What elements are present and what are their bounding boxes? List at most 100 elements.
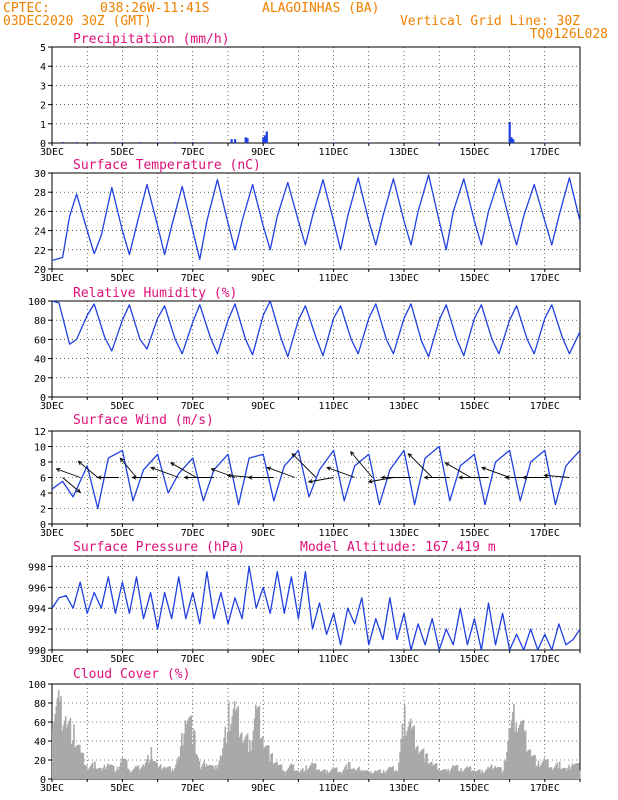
cloud-bar [273,763,276,779]
wind-arrow [481,466,510,478]
cloud-bar [564,767,567,779]
cloud-bar [265,745,268,779]
cloud-bar [209,764,211,779]
wind-arrow [307,477,334,484]
precip-bar [543,142,546,143]
cloud-bar [198,761,201,779]
cloud-bar [170,771,173,779]
cloud-bar [462,770,465,779]
cloud-bar [54,713,56,779]
x-tick-label: 13DEC [389,783,419,794]
cloud-bar [166,766,169,779]
cloud-bar [440,770,442,779]
cloud-bar [110,764,113,779]
cloud-bar [327,773,330,779]
cloud-bar [142,764,144,779]
cloud-bar [150,747,153,779]
cloud-bar [287,767,290,779]
cloud-bar [366,770,369,779]
cloud-bar [249,739,251,779]
cloud-bar [208,765,210,779]
cloud-bar [555,764,557,779]
cloud-bar [453,766,455,779]
cloud-bar [189,716,191,779]
cloud-bar [271,753,274,779]
wind-arrow-shaft [544,474,570,478]
cloud-bar [375,771,378,779]
x-tick-label: 9DEC [251,654,275,665]
cloud-bar [251,741,254,779]
cloud-bar [378,769,380,779]
cloud-bar [351,768,353,779]
cloud-bar [331,768,333,779]
x-tick-label: 11DEC [319,273,349,284]
cloud-bar [517,727,520,779]
cloud-bar [412,726,414,779]
cloud-bar [90,764,93,779]
precip-bar [139,142,142,143]
y-tick-label: 0 [40,520,46,531]
cloud-bar [533,755,535,779]
cloud-bar [427,764,430,779]
cloud-bar [386,770,388,779]
cloud-bar [136,767,139,779]
wind-arrow-head [183,475,189,480]
cloud-bar [62,725,65,779]
cloud-bar [353,768,356,779]
cloud-bar [297,770,299,779]
cloud-bar [342,769,345,779]
cloud-bar [513,703,515,779]
x-tick-label: 7DEC [181,147,205,158]
cloud-bar [345,764,347,779]
cloud-bar [538,767,541,779]
cloud-bar [206,765,209,779]
cloud-bar [202,763,204,779]
cloud-bar [216,768,218,779]
cloud-bar [529,749,532,779]
cloud-bar [411,728,413,779]
precip-bar [367,142,370,143]
cloud-bar [551,769,554,779]
x-tick-label: 3DEC [40,654,64,665]
precip-bar [209,142,212,143]
wind-arrow-head [226,473,232,478]
x-tick-label: 17DEC [530,147,560,158]
rh-title: Relative Humidity (%) [73,286,237,301]
plot-frame [51,300,581,398]
cloud-bar [318,769,320,779]
cloud-bar [178,757,181,779]
cloud-bar [294,770,297,779]
cloud-bar [321,770,324,779]
y-tick-label: 0 [40,393,46,404]
cloud-bar [565,770,568,779]
wind-arrow [444,462,472,478]
cloud-bar [347,762,350,779]
cloud-bar [330,770,332,779]
x-tick-label: 7DEC [181,401,205,412]
cloud-bar [474,771,476,779]
cloud-bar [159,764,162,779]
y-tick-label: 24 [34,227,46,238]
cloud-bar [369,771,372,779]
cloud-bar [550,767,553,779]
cloud-bar [358,766,360,779]
cloud-bar [557,768,560,779]
cloud-bar [286,769,289,779]
y-tick-label: 26 [34,207,46,218]
cloud-bar [246,733,249,779]
x-tick-label: 13DEC [389,654,419,665]
cloud-bar [448,772,451,779]
cloud-bar [537,760,540,779]
y-tick-label: 2 [40,101,46,112]
source-label: CPTEC: [3,1,50,16]
cloud-bar [362,770,365,779]
precip-bar [512,139,515,143]
cloud-bar [404,704,406,779]
cloud-bar [507,740,509,779]
cloud-bar [524,730,527,779]
cloud-bar [548,767,550,779]
cloud-bar [492,769,494,779]
precip-bar [332,142,335,143]
cloud-bar [247,752,250,779]
